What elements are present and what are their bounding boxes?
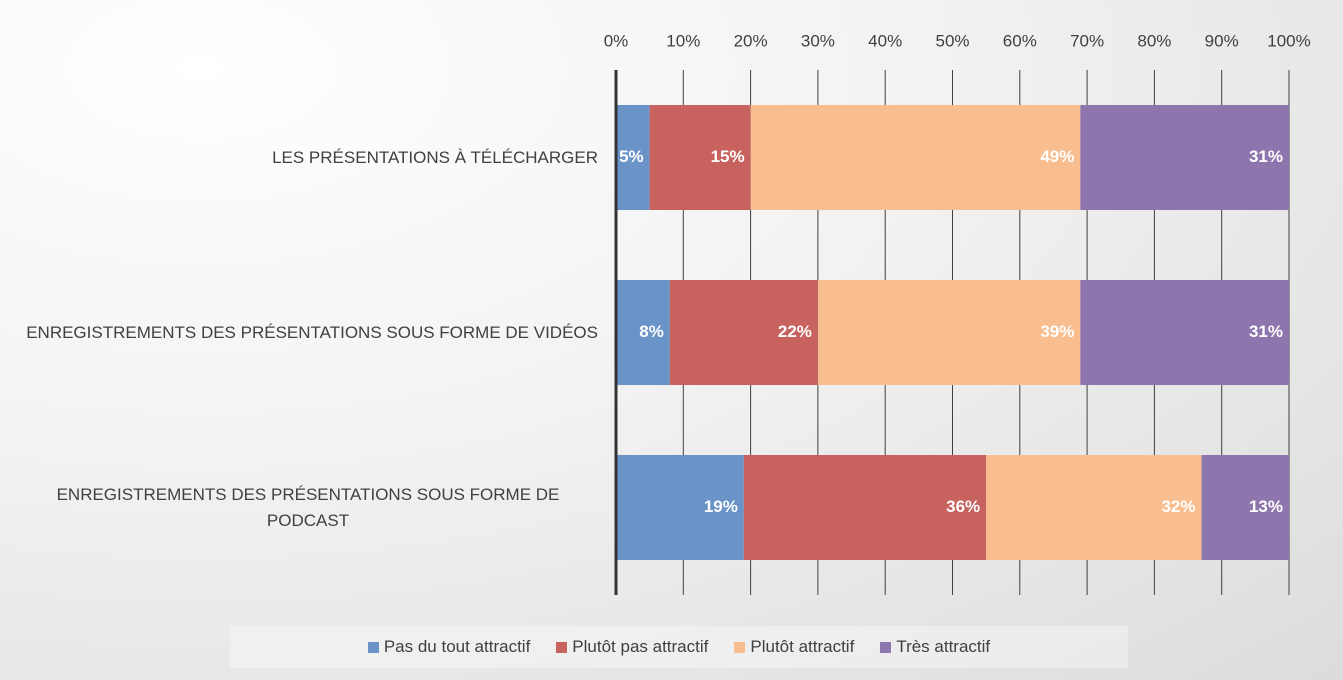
legend-label: Pas du tout attractif <box>383 637 531 656</box>
x-tick-label: 70% <box>1070 31 1104 50</box>
x-tick-label: 10% <box>666 31 700 50</box>
bar-segment <box>1080 105 1289 210</box>
bar-segment <box>616 455 744 560</box>
x-tick-label: 100% <box>1267 31 1310 50</box>
data-label: 49% <box>1040 147 1074 166</box>
data-label: 31% <box>1249 147 1283 166</box>
data-label: 32% <box>1161 497 1195 516</box>
legend-swatch <box>734 641 746 653</box>
data-label: 15% <box>711 147 745 166</box>
data-label: 13% <box>1249 497 1283 516</box>
data-label: 22% <box>778 322 812 341</box>
bar-segment <box>649 105 751 210</box>
legend-item: Très attractif <box>880 637 990 657</box>
category-label: ENREGISTREMENTS DES PRÉSENTATIONS SOUS F… <box>10 320 598 346</box>
data-label: 8% <box>639 322 664 341</box>
legend-item: Plutôt pas attractif <box>556 637 708 657</box>
x-tick-label: 90% <box>1205 31 1239 50</box>
bar-segment <box>616 105 650 210</box>
x-tick-label: 80% <box>1137 31 1171 50</box>
legend-swatch <box>556 641 568 653</box>
legend-swatch <box>880 641 892 653</box>
data-label: 19% <box>704 497 738 516</box>
category-text: LES PRÉSENTATIONS À TÉLÉCHARGER <box>272 147 598 167</box>
bar-segment <box>750 105 1081 210</box>
data-label: 39% <box>1040 322 1074 341</box>
data-label: 36% <box>946 497 980 516</box>
x-tick-label: 50% <box>935 31 969 50</box>
legend-label: Plutôt pas attractif <box>572 637 709 656</box>
x-tick-label: 40% <box>868 31 902 50</box>
legend-item: Pas du tout attractif <box>367 637 531 657</box>
x-tick-label: 60% <box>1003 31 1037 50</box>
bar-segment <box>1080 280 1289 385</box>
legend-label: Très attractif <box>896 637 991 656</box>
legend-swatch <box>367 641 379 653</box>
bar-segment <box>1201 455 1289 560</box>
category-text: ENREGISTREMENTS DES PRÉSENTATIONS SOUS F… <box>26 322 598 342</box>
category-label: LES PRÉSENTATIONS À TÉLÉCHARGER <box>10 145 598 171</box>
bar-segment <box>616 280 670 385</box>
bar-segment <box>743 455 987 560</box>
data-label: 5% <box>619 147 644 166</box>
data-label: 31% <box>1249 322 1283 341</box>
bar-segment <box>817 280 1081 385</box>
category-label: ENREGISTREMENTS DES PRÉSENTATIONS SOUS F… <box>10 482 598 534</box>
legend-label: Plutôt attractif <box>750 637 855 656</box>
legend: Pas du tout attractif Plutôt pas attracti… <box>230 626 1128 668</box>
bar-segment <box>986 455 1202 560</box>
x-tick-label: 0% <box>604 31 629 50</box>
category-text: ENREGISTREMENTS DES PRÉSENTATIONS SOUS F… <box>56 484 560 530</box>
bar-segment <box>669 280 818 385</box>
x-tick-label: 20% <box>734 31 768 50</box>
legend-item: Plutôt attractif <box>734 637 854 657</box>
x-tick-label: 30% <box>801 31 835 50</box>
